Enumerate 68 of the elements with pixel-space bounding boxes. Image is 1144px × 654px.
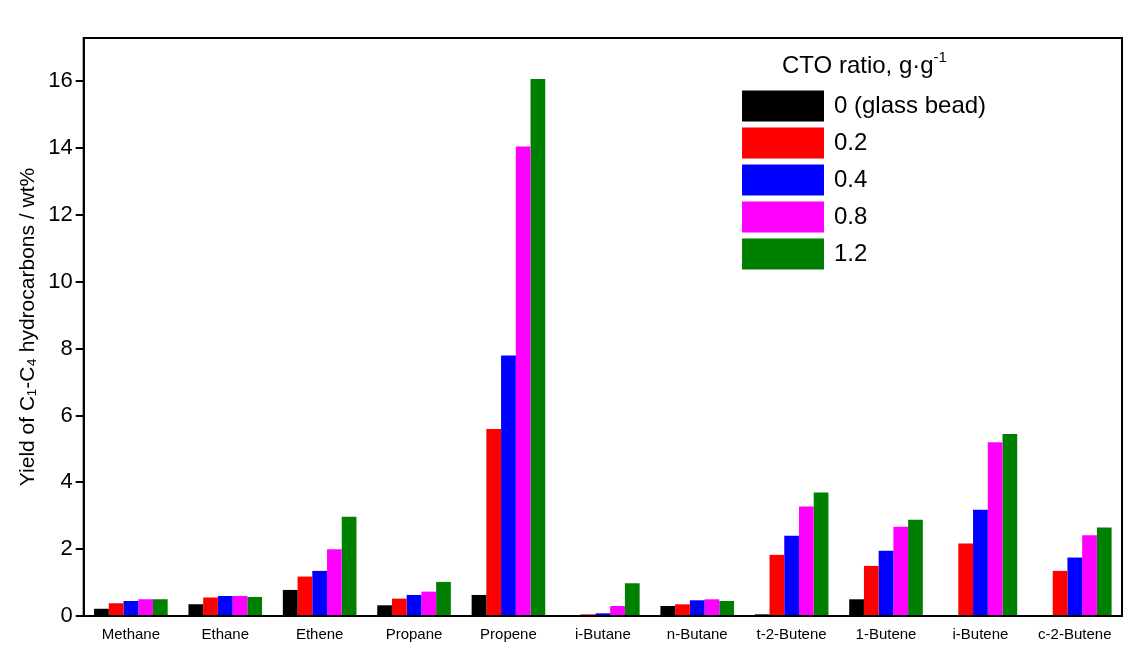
x-tick-label: Ethene: [295, 625, 344, 643]
bar: [987, 442, 1003, 615]
bar: [973, 509, 988, 615]
bar: [624, 583, 640, 615]
bar: [893, 526, 909, 615]
bar: [719, 600, 735, 615]
y-tick-label: 8: [60, 334, 73, 360]
legend-label: 0.8: [834, 201, 868, 229]
legend-label: 1.2: [834, 238, 868, 266]
x-tick-label: Ethane: [201, 625, 250, 643]
bar: [312, 570, 328, 615]
bar: [878, 550, 894, 615]
y-tick-label: 6: [60, 401, 73, 427]
bar: [675, 604, 690, 615]
bar: [1082, 535, 1097, 615]
bar: [327, 549, 342, 615]
y-tick-label: 0: [60, 602, 73, 628]
bar: [297, 576, 313, 615]
bar: [1067, 557, 1083, 615]
bar: [704, 599, 720, 615]
bar: [486, 428, 502, 615]
bar: [784, 535, 799, 615]
bar: [247, 596, 263, 615]
bar: [813, 492, 829, 615]
x-tick-label: Methane: [101, 625, 161, 643]
bar: [1052, 570, 1068, 615]
bar: [1096, 527, 1112, 615]
bar: [232, 595, 248, 615]
bar: [217, 595, 233, 615]
x-tick-label: Propene: [480, 625, 537, 643]
y-tick-label: 4: [60, 468, 73, 494]
y-tick-label: 16: [48, 67, 73, 93]
bar: [152, 599, 168, 615]
bar: [123, 600, 139, 615]
bar: [798, 506, 814, 615]
legend-label: 0 (glass bead): [834, 90, 987, 118]
bar: [421, 591, 437, 615]
bar: [501, 355, 516, 615]
y-tick-label: 12: [48, 201, 73, 227]
bar: [689, 600, 705, 615]
bar: [530, 79, 546, 615]
x-tick-label: 1-Butene: [855, 625, 917, 643]
bar: [391, 598, 407, 615]
bar: [436, 581, 451, 615]
bar: [515, 146, 531, 615]
bar: [769, 554, 785, 615]
bar: [958, 543, 974, 615]
bar: [108, 603, 124, 615]
x-tick-label: i-Butene: [952, 625, 1009, 643]
x-tick-label: t-2-Butene: [756, 625, 827, 643]
x-tick-label: c-2-Butene: [1038, 625, 1112, 643]
legend-label: 0.4: [834, 164, 868, 192]
bar: [863, 565, 879, 615]
bar: [406, 594, 422, 615]
bar: [610, 605, 625, 615]
x-tick-label: n-Butane: [666, 625, 728, 643]
legend-label: 0.2: [834, 127, 868, 155]
x-tick-label: i-Butane: [574, 625, 631, 643]
x-tick-label: Propane: [385, 625, 443, 643]
y-tick-label: 2: [60, 535, 73, 561]
y-tick-label: 14: [48, 134, 73, 160]
bar: [203, 597, 218, 615]
bar: [138, 599, 153, 615]
y-tick-label: 10: [48, 267, 73, 293]
bar: [1002, 433, 1018, 615]
y-axis-title: Yield of C₁-C₄ hydrocarbons / wt%: [15, 167, 39, 487]
bar: [341, 516, 357, 615]
bar: [908, 519, 923, 615]
